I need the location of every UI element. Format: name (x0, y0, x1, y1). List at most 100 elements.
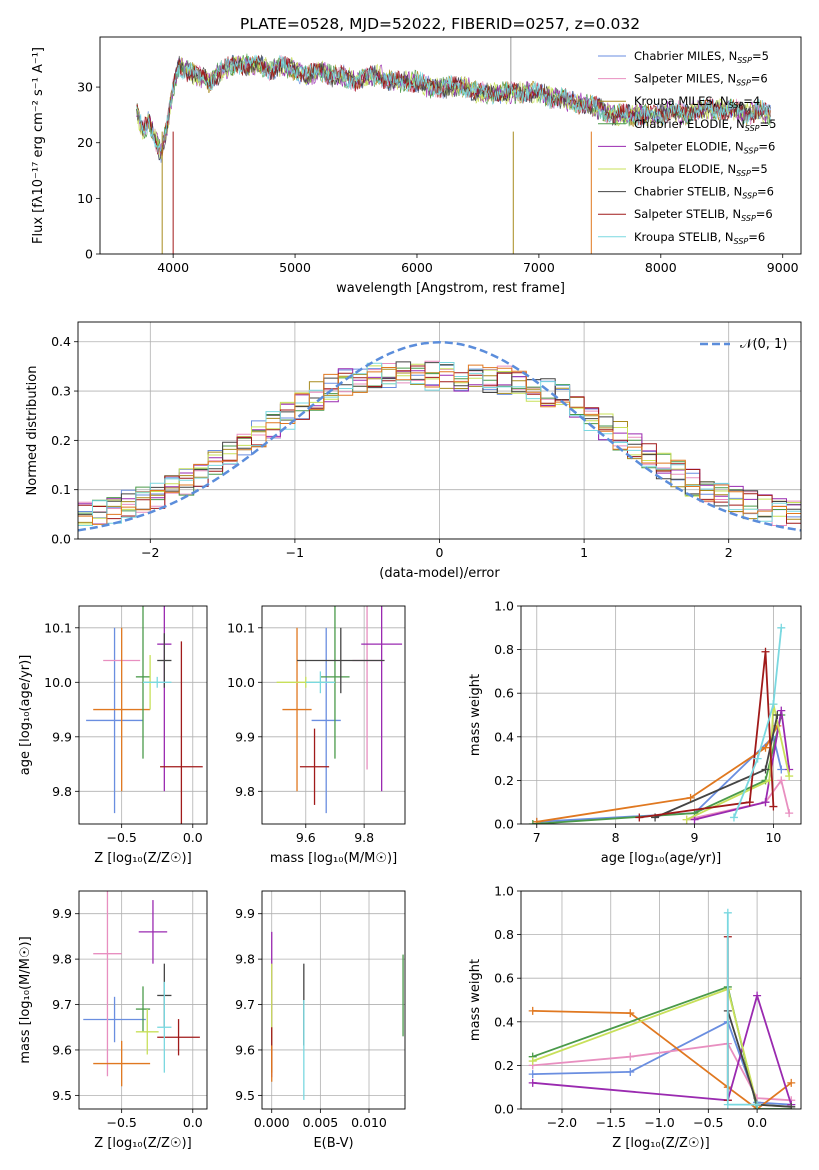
legend-entry-gaussian: 𝒩(0, 1) (740, 337, 787, 352)
legend-value: =5 (760, 117, 777, 131)
panel-5: 7 8 9 10 0.0 0.2 0.4 0.6 0.8 1.0 age [log₁₀(age/yr… (468, 599, 802, 866)
legend-text: Chabrier MILES, N (634, 49, 737, 63)
x-tick-label: 8000 (645, 260, 677, 275)
legend-value: =6 (756, 207, 773, 221)
weight-marker (723, 908, 732, 917)
x-axis-label: age [log₁₀(age/yr)] (601, 851, 722, 866)
x-tick-label: 7 (533, 830, 541, 845)
legend-subscript: SSP (742, 192, 757, 201)
x-tick-label: 5000 (279, 260, 311, 275)
y-tick-label: 0.6 (494, 971, 514, 986)
legend-value: =6 (748, 230, 765, 244)
weight-marker (686, 793, 695, 802)
y-tick-label: 9.6 (235, 1042, 255, 1057)
y-tick-label: 0.6 (494, 686, 514, 701)
spectrum-line-kroupa_stelib (136, 54, 771, 153)
legend-text: Salpeter ELODIE, N (634, 139, 744, 153)
weight-marker (528, 1078, 537, 1087)
plot-area (79, 606, 207, 824)
y-tick-label: 0.0 (51, 532, 71, 547)
weight-marker (761, 647, 770, 656)
x-tick-label: −1 (286, 545, 304, 560)
plot-area (521, 606, 801, 824)
panel-4: 9.6 9.8 9.8 9.9 10.0 10.1 mass [log₁₀(M/M☉)] (227, 605, 406, 866)
y-tick-label: 9.8 (235, 784, 255, 799)
legend-text: Salpeter STELIB, N (634, 207, 741, 221)
legend-subscript: SSP (736, 169, 751, 178)
weight-marker (777, 765, 786, 774)
legend-entry: Salpeter STELIB, NSSP=6 (634, 207, 773, 223)
x-tick-label: 1 (580, 545, 588, 560)
legend-subscript: SSP (736, 79, 751, 88)
weight-marker (682, 815, 691, 824)
legend-text: Chabrier STELIB, N (634, 185, 742, 199)
legend-entry: Chabrier STELIB, NSSP=6 (634, 185, 774, 201)
x-tick-label: 0.0 (183, 1115, 203, 1130)
axes-frame (261, 890, 406, 1110)
weight-marker (528, 1006, 537, 1015)
y-tick-label: 9.6 (52, 1042, 72, 1057)
y-tick-label: 1.0 (494, 599, 514, 614)
x-tick-label: 9 (691, 830, 699, 845)
y-tick-label: 0 (85, 247, 93, 262)
weight-marker (753, 1100, 762, 1109)
weight-marker (528, 1070, 537, 1079)
panel-3: −0.5 0.0 9.8 9.9 10.0 10.1 Z [log₁₀(Z/Z☉)] age … (18, 605, 208, 866)
y-tick-label: 9.9 (235, 729, 255, 744)
weight-marker (626, 1009, 635, 1018)
legend-subscript: SSP (744, 146, 759, 155)
weight-marker (761, 765, 770, 774)
plot-area (262, 606, 405, 824)
y-tick-label: 0.4 (494, 1014, 514, 1029)
weight-marker (777, 776, 786, 785)
axes-frame (261, 605, 406, 825)
y-axis-label: age [log₁₀(age/yr)] (18, 655, 33, 776)
axes-frame (78, 605, 208, 825)
weight-marker (729, 813, 738, 822)
legend-value: =5 (752, 49, 769, 63)
y-tick-label: 9.8 (52, 952, 72, 967)
weight-line (694, 710, 791, 821)
plot-area (262, 891, 405, 1109)
x-tick-label: 0.0 (747, 1115, 767, 1130)
weight-marker (745, 798, 754, 807)
weight-marker (773, 711, 782, 719)
axes-frame (78, 890, 208, 1110)
weight-marker (777, 706, 786, 715)
weight-marker (528, 1057, 537, 1066)
weight-marker (787, 1102, 796, 1109)
panel-8: −2.0 −1.5 −1.0 −0.5 0.0 0.0 0.2 0.4 0.6 0.8 1.0 Z [… (468, 884, 802, 1151)
x-tick-label: −2 (141, 545, 159, 560)
weight-marker (528, 820, 537, 824)
weight-marker (785, 809, 794, 818)
y-axis-label: mass weight (468, 959, 483, 1041)
y-tick-label: 9.5 (235, 1088, 255, 1103)
legend-text: Kroupa MILES, N (634, 94, 729, 108)
plot-area (521, 891, 801, 1109)
x-tick-label: 0 (436, 545, 444, 560)
panel-1: 4000 5000 6000 7000 8000 9000 0 10 20 30 wavelengt… (31, 36, 802, 296)
x-tick-label: 2 (725, 545, 733, 560)
y-tick-label: 0.4 (51, 334, 71, 349)
x-tick-label: −2.0 (547, 1115, 577, 1130)
y-tick-label: 0.8 (494, 642, 514, 657)
weight-line (733, 627, 783, 818)
x-tick-label: 0.005 (302, 1115, 338, 1130)
legend-subscript: SSP (737, 56, 752, 65)
weight-marker (723, 1100, 732, 1109)
weight-marker (761, 743, 770, 752)
y-tick-label: 10.0 (44, 675, 72, 690)
weight-marker (787, 1078, 796, 1087)
y-tick-label: 9.7 (52, 997, 72, 1012)
spectrum-line-kroupa_elodie (136, 54, 771, 160)
y-tick-label: 9.5 (52, 1088, 72, 1103)
legend-text: Chabrier ELODIE, N (634, 117, 745, 131)
y-tick-label: 1.0 (494, 884, 514, 899)
spectrum-line-salpeter_stelib (136, 55, 771, 157)
legend-value: =6 (757, 185, 774, 199)
weight-line (532, 714, 783, 824)
legend-entry: Salpeter MILES, NSSP=6 (634, 72, 768, 88)
axes-frame (520, 605, 802, 825)
x-tick-label: 6000 (401, 260, 433, 275)
legend-entry: Chabrier ELODIE, NSSP=5 (634, 117, 776, 133)
